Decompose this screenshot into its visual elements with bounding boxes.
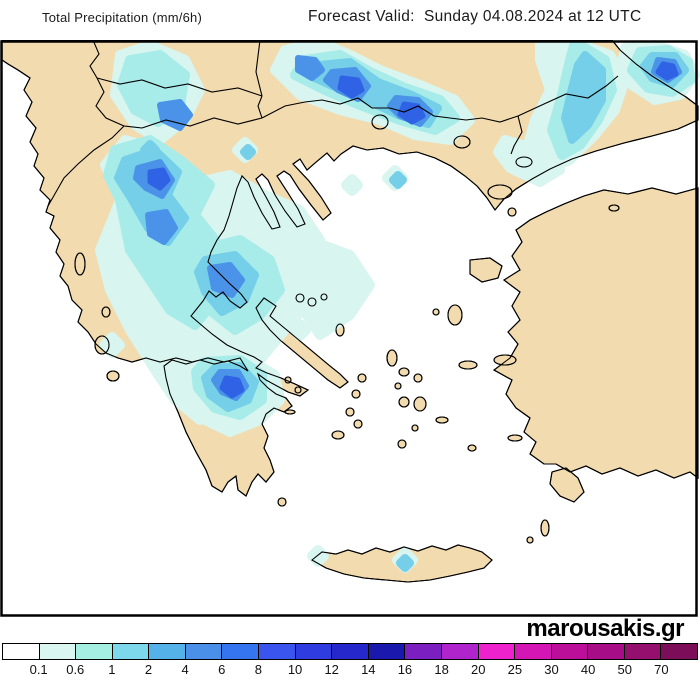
legend-segment (222, 644, 260, 659)
legend-label: 2 (144, 662, 153, 677)
legend-label: 8 (254, 662, 263, 677)
legend-label: 1 (108, 662, 116, 677)
legend-segment (259, 644, 296, 659)
country-borders (47, 40, 619, 207)
forecast-valid-label: Forecast Valid: Sunday 04.08.2024 at 12 … (308, 8, 642, 25)
legend-label: 10 (287, 662, 303, 677)
legend-label: 50 (617, 662, 632, 677)
legend-segment (368, 644, 406, 659)
legend-label: 18 (434, 662, 449, 677)
legend-label: 14 (361, 662, 376, 677)
legend-label: 20 (470, 662, 486, 677)
map-title: Total Precipitation (mm/6h) (42, 10, 203, 25)
legend-label: 16 (397, 662, 413, 677)
legend-label: 25 (507, 662, 523, 677)
legend-segment (3, 644, 40, 659)
precipitation-map (0, 40, 700, 618)
legend-segment (441, 644, 479, 659)
legend-segment (515, 644, 552, 659)
legend-segment (295, 644, 333, 659)
legend-labels: 0.1 0.6 1 2 4 6 8 10 12 14 16 18 20 25 30 40 50 70 (2, 662, 698, 678)
legend-label: 0.1 (29, 662, 48, 677)
legend-segment (39, 644, 77, 659)
map-frame (0, 40, 698, 617)
legend-segment (661, 644, 697, 659)
legend-color-bar (2, 643, 698, 660)
legend-label: 40 (580, 662, 596, 677)
legend-segment (588, 644, 625, 659)
legend-label: 6 (218, 662, 226, 677)
legend-label: 4 (181, 662, 189, 677)
legend-segment (405, 644, 442, 659)
legend-label: 70 (654, 662, 669, 677)
precip-level-5 (147, 61, 679, 399)
legend-label: 12 (324, 662, 339, 677)
legend-segment (478, 644, 516, 659)
map-canvas (0, 40, 700, 617)
legend-segment (149, 644, 186, 659)
legend-segment (624, 644, 662, 659)
legend-label: 0.6 (66, 662, 85, 677)
legend-segment (332, 644, 369, 659)
legend-label: 30 (544, 662, 559, 677)
legend-segment (551, 644, 589, 659)
branding-text: marousakis.gr (526, 615, 684, 642)
legend-segment (185, 644, 223, 659)
legend-segment (112, 644, 150, 659)
legend-segment (76, 644, 113, 659)
precipitation-legend: 0.1 0.6 1 2 4 6 8 10 12 14 16 18 20 25 30 40 50 70 (2, 643, 698, 683)
